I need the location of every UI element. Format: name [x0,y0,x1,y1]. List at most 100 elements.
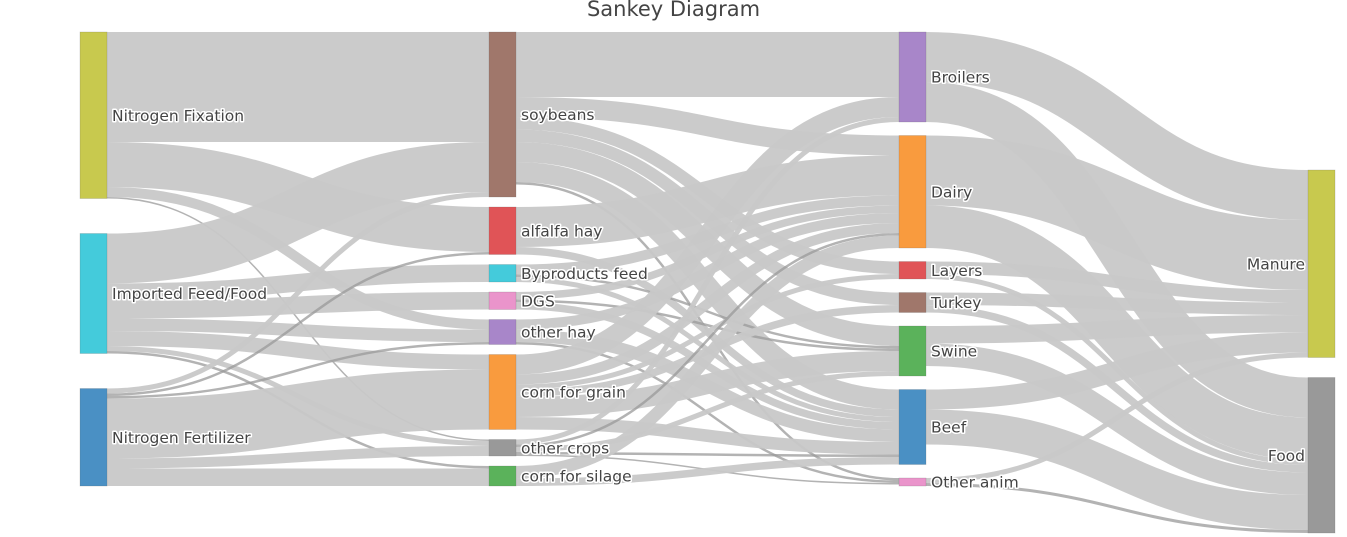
node-label-nfix: Nitrogen Fixation [112,107,244,125]
link-imp-dgs [106,292,490,319]
node-label-oan: Other anim [931,474,1019,492]
node-label-nfert: Nitrogen Fertilizer [112,429,251,447]
link-cfs-bee [515,457,900,486]
node-bar-swi [898,325,927,377]
node-bar-imp [79,233,108,354]
node-bar-dai [898,135,927,249]
node-label-bro: Broilers [931,69,990,87]
link-cfg-lay [515,274,900,390]
link-imp-soy [106,142,490,284]
node-imp: Imported Feed/Food [79,233,269,354]
link-nfert-ocr [106,446,490,469]
node-soy: soybeans [488,31,596,198]
node-tur: Turkey [898,292,983,314]
link-ocr-dai [515,233,900,447]
link-ocr-bro [515,117,900,445]
node-bar-oan [898,477,927,487]
link-nfert-alf [106,252,490,396]
link-tur-foo [925,305,1309,473]
node-bar-bee [898,389,927,465]
link-cfg-bro [515,97,900,375]
node-label-alf: alfalfa hay [521,222,602,240]
link-oan-man [925,352,1309,483]
node-bar-nfix [79,31,108,199]
node-bar-cfg [488,354,517,430]
node-foo: Food [1266,377,1336,534]
link-oth-dai [515,213,900,330]
link-ocr-swi [515,371,900,452]
link-ocr-bee [515,452,900,457]
link-soy-dai [515,97,900,156]
node-label-bee: Beef [931,419,967,437]
node-bar-foo [1307,377,1336,534]
link-cfg-swi [515,351,900,417]
link-cfs-dai [515,235,900,479]
link-tur-man [925,292,1309,315]
link-lay-man [925,261,1309,303]
sankey-links [106,31,1309,533]
node-label-cfg: corn for grain [521,384,626,402]
node-bar-oth [488,319,517,345]
node-label-imp: Imported Feed/Food [112,285,267,303]
node-lay: Layers [898,260,984,281]
node-man: Manure [1245,169,1336,358]
node-dai: Dairy [898,135,974,249]
node-bar-ocr [488,439,517,457]
node-label-ocr: other crops [521,439,609,457]
link-imp-byp [106,264,490,301]
node-bar-cfs [488,465,517,487]
link-bee-man [925,332,1309,410]
link-dgs-dai [515,205,900,300]
node-bar-nfert [79,388,108,487]
node-label-soy: soybeans [521,106,595,124]
node-bar-alf [488,206,517,255]
node-label-dgs: DGS [521,292,555,310]
node-cfs: corn for silage [488,465,633,487]
link-nfert-cfg [106,369,490,459]
node-bar-byp [488,264,517,283]
link-bee-foo [925,409,1309,530]
link-nfert-oth [106,342,490,399]
chart-title: Sankey Diagram [587,0,760,21]
node-byp: Byproducts feed [488,263,649,284]
node-label-oth: other hay [521,324,596,342]
link-nfix-oth [106,187,490,330]
node-label-dai: Dairy [931,183,972,201]
node-nfert: Nitrogen Fertilizer [79,388,253,487]
node-oan: Other anim [898,472,1020,493]
node-cfg: corn for grain [488,354,627,430]
node-bar-bro [898,31,927,123]
link-soy-bee [515,162,900,410]
node-label-swi: Swine [931,343,977,361]
link-bro-man [925,32,1309,220]
link-cfg-dai [515,223,900,385]
node-dgs: DGS [488,291,556,312]
link-alf-dai [515,155,900,247]
node-label-man: Manure [1247,255,1305,273]
link-swi-man [925,315,1309,344]
node-bee: Beef [898,389,968,465]
node-nfix: Nitrogen Fixation [79,31,246,199]
link-dgs-swi [515,299,900,351]
node-swi: Swine [898,325,979,377]
node-label-cfs: corn for silage [521,468,632,486]
node-label-tur: Turkey [930,294,981,312]
node-bar-lay [898,261,927,280]
node-bar-tur [898,292,927,313]
link-dai-man [925,135,1309,290]
node-bro: Broilers [898,31,991,123]
node-bar-soy [488,31,517,198]
node-bar-man [1307,169,1336,358]
link-oan-foo [925,483,1309,533]
node-alf: alfalfa hay [488,206,604,255]
link-nfert-soy [106,192,490,394]
sankey-nodes: Nitrogen Fixation Imported Feed/Food Nitro… [79,31,1336,534]
link-imp-cfg [106,331,490,370]
node-label-lay: Layers [931,262,982,280]
link-byp-swi [515,274,900,349]
node-oth: other hay [488,319,597,345]
node-label-byp: Byproducts feed [521,265,648,283]
node-bar-dgs [488,291,517,310]
link-imp-oth [106,318,490,342]
